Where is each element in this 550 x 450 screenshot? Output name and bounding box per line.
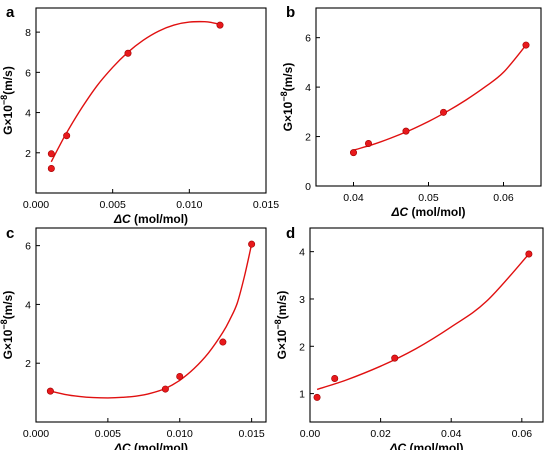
data-point xyxy=(176,372,184,380)
x-tick-label: 0.015 xyxy=(253,199,279,211)
x-tick-label: 0.04 xyxy=(343,192,364,204)
plot-frame xyxy=(315,7,542,187)
x-tick-label: 0.00 xyxy=(300,428,321,440)
y-tick-label: 1 xyxy=(299,389,305,401)
x-tick-label: 0.06 xyxy=(493,192,514,204)
data-point xyxy=(216,21,224,29)
data-point xyxy=(63,132,71,140)
data-point xyxy=(124,49,132,57)
y-tick-label: 6 xyxy=(305,33,311,45)
plot-frame xyxy=(35,227,267,423)
data-point xyxy=(522,41,530,49)
y-tick-label: 4 xyxy=(25,108,31,120)
data-point xyxy=(349,149,357,157)
x-tick-label: 0.04 xyxy=(441,428,462,440)
data-point xyxy=(313,393,321,401)
y-axis-label: G×10−8(m/s) xyxy=(273,291,289,360)
x-tick-label: 0.06 xyxy=(512,428,533,440)
fit-curve xyxy=(50,20,221,163)
data-point xyxy=(439,108,447,116)
data-point xyxy=(391,354,399,362)
panel-d: d 0.00 0.02 0.04 0.06 1 2 3 4 ΔC (mol/mol) G×10−8… xyxy=(273,225,544,450)
x-axis-label: ΔC (mol/mol) xyxy=(113,441,188,450)
x-tick-label: 0.005 xyxy=(95,428,121,440)
y-tick-label: 2 xyxy=(299,341,305,353)
x-tick-label: 0.05 xyxy=(418,192,439,204)
y-tick-label: 2 xyxy=(25,148,31,160)
y-axis-label: G×10−8(m/s) xyxy=(0,66,15,135)
y-tick-label: 0 xyxy=(305,181,311,193)
data-point xyxy=(525,250,533,258)
y-tick-label: 6 xyxy=(25,67,31,79)
y-tick-label: 4 xyxy=(25,299,31,311)
y-axis-label: G×10−8(m/s) xyxy=(279,63,295,132)
y-tick-label: 4 xyxy=(305,82,311,94)
y-tick-label: 6 xyxy=(25,241,31,253)
fit-curve xyxy=(316,253,530,391)
data-point xyxy=(364,139,372,147)
data-point xyxy=(161,385,169,393)
x-axis-label: ΔC (mol/mol) xyxy=(113,212,188,226)
fit-curve xyxy=(50,244,253,399)
x-tick-label: 0.010 xyxy=(176,199,202,211)
data-point xyxy=(46,387,54,395)
panel-a: a 0.000 0.005 0.010 0.015 2 4 6 8 ΔC (mol/mol) G×… xyxy=(0,4,279,226)
y-tick-label: 2 xyxy=(25,358,31,370)
data-point xyxy=(248,240,256,248)
y-tick-label: 4 xyxy=(299,247,305,259)
data-point xyxy=(402,127,410,135)
x-tick-label: 0.02 xyxy=(370,428,391,440)
plot-frame xyxy=(309,227,544,423)
x-tick-label: 0.015 xyxy=(238,428,264,440)
data-point xyxy=(47,164,55,172)
x-tick-label: 0.005 xyxy=(100,199,126,211)
panel-letter-d: d xyxy=(286,225,295,242)
x-tick-label: 0.010 xyxy=(167,428,193,440)
y-tick-label: 2 xyxy=(305,132,311,144)
fit-curve xyxy=(353,44,527,151)
panel-letter-c: c xyxy=(6,225,14,242)
data-point xyxy=(219,338,227,346)
x-tick-label: 0.000 xyxy=(23,428,49,440)
x-tick-label: 0.000 xyxy=(23,199,49,211)
panel-b: b 0.04 0.05 0.06 0 2 4 6 ΔC (mol/mol) G×10−8(m/s… xyxy=(279,4,542,219)
x-axis-label: ΔC (mol/mol) xyxy=(388,441,463,450)
y-axis-label: G×10−8(m/s) xyxy=(0,291,15,360)
x-axis-label: ΔC (mol/mol) xyxy=(390,205,465,219)
data-point xyxy=(47,150,55,158)
y-tick-label: 3 xyxy=(299,294,305,306)
panel-letter-a: a xyxy=(6,4,15,21)
panel-letter-b: b xyxy=(286,4,295,21)
y-tick-label: 8 xyxy=(25,27,31,39)
plot-frame xyxy=(35,7,267,194)
data-point xyxy=(331,374,339,382)
panel-c: c 0.000 0.005 0.010 0.015 2 4 6 ΔC (mol/mol) G×1… xyxy=(0,225,267,450)
